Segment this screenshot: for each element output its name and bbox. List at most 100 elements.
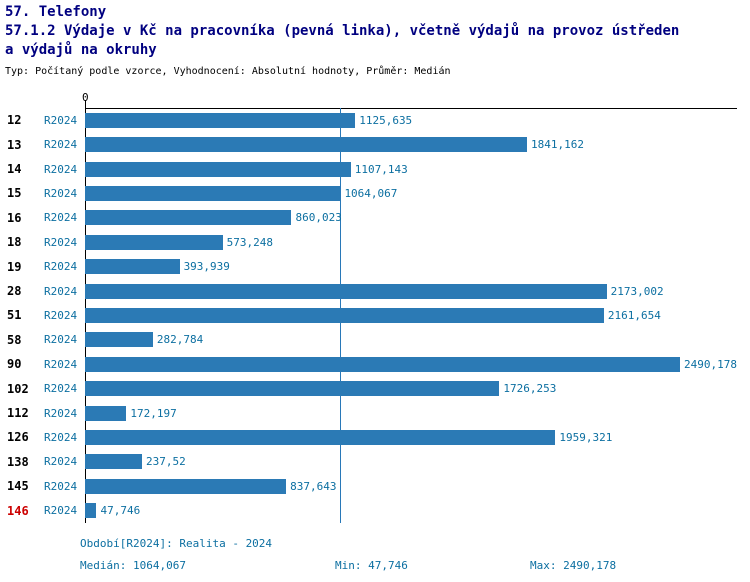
footer-period: Období[R2024]: Realita - 2024 <box>80 537 273 550</box>
row-series-label: R2024 <box>44 455 78 469</box>
chart-row: 138 R2024 237,52 <box>0 450 750 474</box>
chart-row: 51 R2024 2161,654 <box>0 303 750 327</box>
chart-row: 19 R2024 393,939 <box>0 254 750 278</box>
bar-track: 573,248 <box>85 234 737 250</box>
bar-track: 1064,067 <box>85 185 737 201</box>
bar <box>85 283 607 299</box>
bar-value-label: 47,746 <box>100 504 141 518</box>
bar-track: 860,023 <box>85 210 737 226</box>
row-category-label: 13 <box>7 137 22 152</box>
bar <box>85 405 127 421</box>
row-series-label: R2024 <box>44 211 78 225</box>
chart-row: 15 R2024 1064,067 <box>0 181 750 205</box>
row-series-label: R2024 <box>44 113 78 127</box>
row-category-label: 18 <box>7 235 22 250</box>
chart-row: 14 R2024 1107,143 <box>0 157 750 181</box>
chart-row: 90 R2024 2490,178 <box>0 352 750 376</box>
row-series-label: R2024 <box>44 333 78 347</box>
bar-value-label: 860,023 <box>295 211 342 225</box>
bar <box>85 185 341 201</box>
chart-row: 112 R2024 172,197 <box>0 401 750 425</box>
bar <box>85 137 527 153</box>
row-category-label: 145 <box>7 479 29 494</box>
row-series-label: R2024 <box>44 357 78 371</box>
row-series-label: R2024 <box>44 382 78 396</box>
row-category-label: 146 <box>7 503 29 518</box>
bar-track: 172,197 <box>85 405 737 421</box>
bar-value-label: 237,52 <box>146 455 186 469</box>
row-category-label: 51 <box>7 308 22 323</box>
chart-row: 28 R2024 2173,002 <box>0 279 750 303</box>
bar-value-label: 2173,002 <box>610 284 664 298</box>
axis-zero-tick <box>85 100 86 108</box>
report-title: 57. Telefony <box>5 4 107 20</box>
chart-row: 12 R2024 1125,635 <box>0 108 750 132</box>
footer-max: Max: 2490,178 <box>530 559 617 572</box>
bar-track: 1726,253 <box>85 381 737 397</box>
bar <box>85 356 681 372</box>
row-series-label: R2024 <box>44 430 78 444</box>
bar <box>85 381 500 397</box>
plot-rows: 12 R2024 1125,635 13 R2024 1841,162 14 R… <box>0 108 750 523</box>
chart-row: 102 R2024 1726,253 <box>0 376 750 400</box>
bar <box>85 234 223 250</box>
bar-track: 2161,654 <box>85 307 737 323</box>
bar-track: 1107,143 <box>85 161 737 177</box>
bar-value-label: 1726,253 <box>503 382 557 396</box>
bar-value-label: 282,784 <box>156 333 204 347</box>
bar <box>85 307 604 323</box>
bar-value-label: 1841,162 <box>530 138 584 152</box>
row-series-label: R2024 <box>44 186 78 200</box>
row-category-label: 16 <box>7 210 22 225</box>
x-axis-line <box>85 108 737 109</box>
row-category-label: 90 <box>7 357 22 372</box>
bar <box>85 161 351 177</box>
row-series-label: R2024 <box>44 406 78 420</box>
report-subtitle-line2: a výdajů na okruhy <box>5 42 157 58</box>
row-series-label: R2024 <box>44 138 78 152</box>
row-series-label: R2024 <box>44 308 78 322</box>
bar <box>85 210 292 226</box>
row-series-label: R2024 <box>44 284 78 298</box>
bar-track: 393,939 <box>85 259 737 275</box>
bar-track: 2490,178 <box>85 356 737 372</box>
bar-value-label: 1064,067 <box>344 186 398 200</box>
row-series-label: R2024 <box>44 235 78 249</box>
row-category-label: 126 <box>7 430 29 445</box>
row-category-label: 112 <box>7 406 29 421</box>
bar-track: 237,52 <box>85 454 737 470</box>
chart-row: 13 R2024 1841,162 <box>0 132 750 156</box>
row-series-label: R2024 <box>44 479 78 493</box>
row-series-label: R2024 <box>44 260 78 274</box>
bar <box>85 259 180 275</box>
row-category-label: 28 <box>7 284 22 299</box>
chart-row: 58 R2024 282,784 <box>0 328 750 352</box>
row-category-label: 58 <box>7 332 22 347</box>
bar-track: 47,746 <box>85 503 737 519</box>
chart-row: 18 R2024 573,248 <box>0 230 750 254</box>
bar <box>85 454 143 470</box>
row-category-label: 14 <box>7 162 22 177</box>
row-category-label: 138 <box>7 454 29 469</box>
bar-value-label: 2490,178 <box>684 357 737 371</box>
footer-min: Min: 47,746 <box>335 559 408 572</box>
bar-value-label: 1107,143 <box>354 162 408 176</box>
chart-row: 126 R2024 1959,321 <box>0 425 750 449</box>
bar <box>85 429 556 445</box>
row-category-label: 19 <box>7 259 22 274</box>
row-series-label: R2024 <box>44 504 78 518</box>
bar-value-label: 2161,654 <box>607 308 661 322</box>
row-category-label: 12 <box>7 113 22 128</box>
bar-track: 1125,635 <box>85 112 737 128</box>
bar-track: 1959,321 <box>85 429 737 445</box>
bar-track: 2173,002 <box>85 283 737 299</box>
chart-row: 145 R2024 837,643 <box>0 474 750 498</box>
report-header: 57. Telefony 57.1.2 Výdaje v Kč na praco… <box>5 3 679 77</box>
row-series-label: R2024 <box>44 162 78 176</box>
bar-value-label: 837,643 <box>290 479 337 493</box>
report-meta: Typ: Počítaný podle vzorce, Vyhodnocení:… <box>5 66 451 77</box>
bar-value-label: 1125,635 <box>359 113 413 127</box>
footer-median: Medián: 1064,067 <box>80 559 186 572</box>
report-subtitle-line1: 57.1.2 Výdaje v Kč na pracovníka (pevná … <box>5 23 680 39</box>
